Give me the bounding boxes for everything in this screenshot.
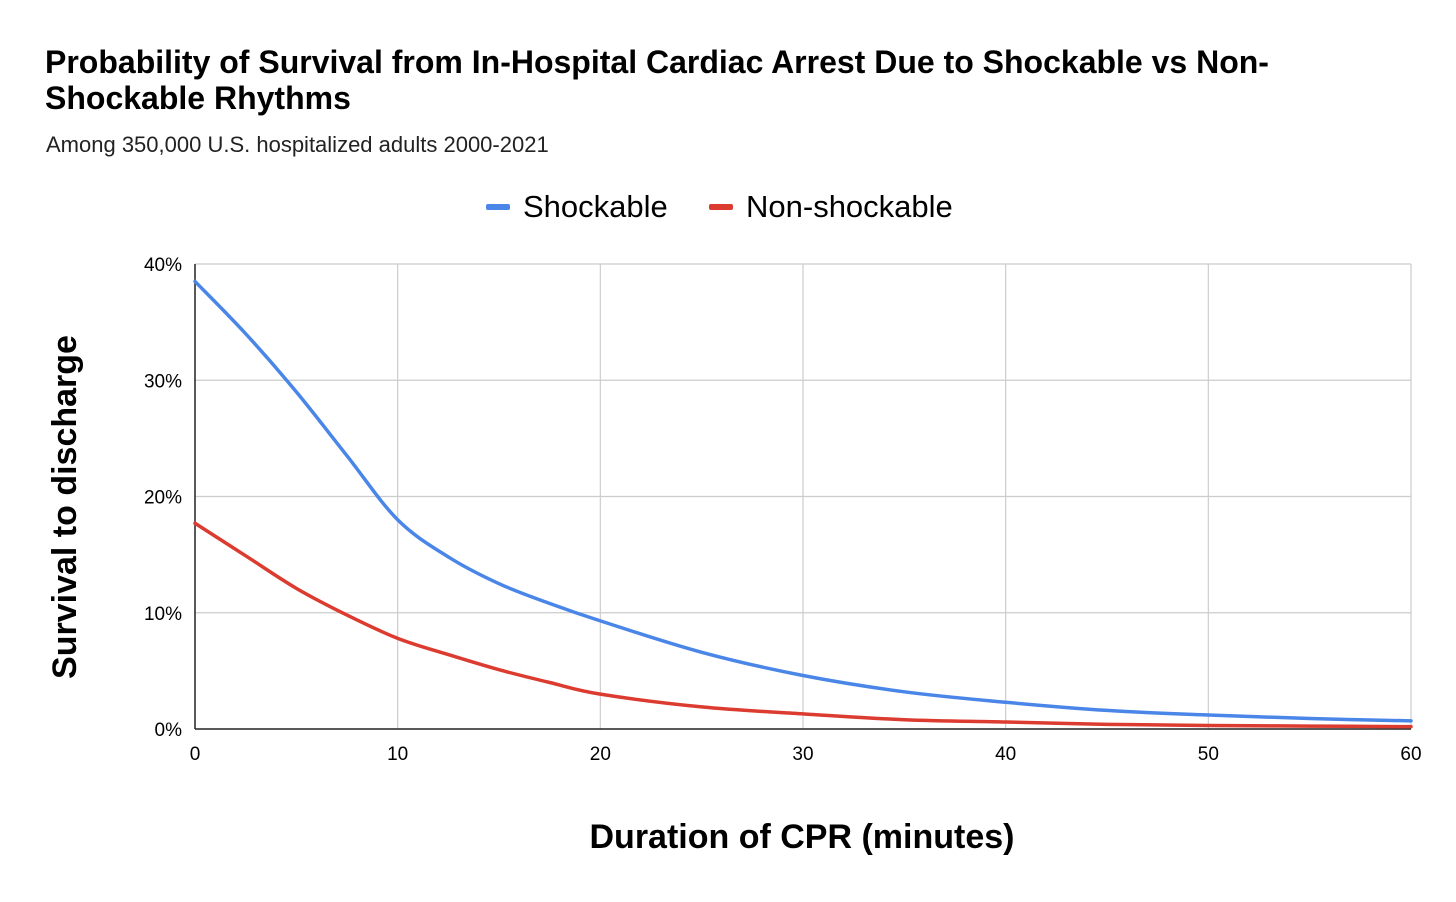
legend: Shockable Non-shockable — [486, 189, 953, 224]
y-tick-label: 40% — [144, 255, 182, 276]
x-tick-label: 10 — [387, 744, 408, 765]
x-tick-label: 0 — [190, 744, 201, 765]
legend-swatch-non-shockable — [709, 204, 733, 210]
x-axis: 0 10 20 30 40 50 60 — [190, 728, 1422, 765]
x-tick-label: 50 — [1198, 744, 1219, 765]
y-tick-label: 10% — [144, 604, 182, 625]
x-tick-label: 20 — [590, 744, 611, 765]
chart-title: Probability of Survival from In-Hospital… — [45, 44, 1269, 116]
series-line-non-shockable — [193, 521, 1413, 729]
x-axis-title: Duration of CPR (minutes) — [590, 818, 1015, 856]
y-tick-label: 30% — [144, 371, 182, 392]
chart-subtitle: Among 350,000 U.S. hospitalized adults 2… — [46, 132, 549, 157]
x-tick-label: 40 — [995, 744, 1016, 765]
legend-swatch-shockable — [486, 204, 510, 210]
y-axis-title: Survival to discharge — [46, 335, 84, 679]
legend-label-shockable: Shockable — [523, 189, 668, 224]
x-tick-label: 60 — [1400, 744, 1421, 765]
series-line-shockable — [193, 279, 1413, 723]
gridlines — [195, 263, 1412, 729]
legend-label-non-shockable: Non-shockable — [746, 189, 953, 224]
y-tick-label: 20% — [144, 488, 182, 509]
y-axis: 0% 10% 20% 30% 40% — [144, 255, 196, 741]
series-lines — [193, 279, 1413, 729]
x-tick-label: 30 — [792, 744, 813, 765]
y-tick-label: 0% — [155, 720, 183, 741]
